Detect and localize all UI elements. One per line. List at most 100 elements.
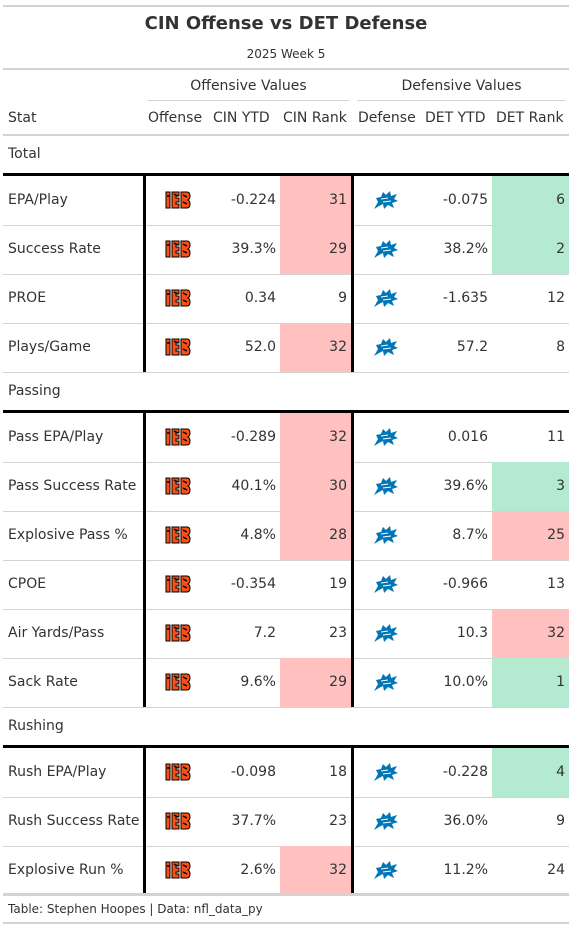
cin-rank-value: 29: [280, 225, 351, 274]
det-ytd-value: 38.2%: [443, 241, 488, 257]
stat-label: Explosive Run %: [8, 862, 124, 878]
defense-divider: [351, 413, 354, 707]
cin-rank-value: 18: [329, 764, 347, 780]
block-top-rule: [3, 745, 569, 748]
table-row: Success Rate 39.3% 29 38.2% 2: [3, 225, 569, 275]
lions-logo-icon: [354, 846, 417, 895]
det-ytd-value: 36.0%: [443, 813, 488, 829]
det-ytd-value: 39.6%: [443, 478, 488, 494]
det-rank-value: 8: [556, 339, 565, 355]
table-subtitle: 2025 Week 5: [246, 47, 326, 61]
cin-ytd-value: 39.3%: [231, 241, 276, 257]
cin-ytd-value: 2.6%: [240, 862, 276, 878]
stat-label: Explosive Pass %: [8, 527, 128, 543]
offense-divider: [143, 413, 146, 707]
column-header-stat: Stat: [8, 110, 37, 126]
cin-ytd-value: 0.34: [244, 290, 276, 306]
footer-rule: [3, 893, 569, 895]
table-row: Rush EPA/Play -0.098 18 -0.228 4: [3, 748, 569, 798]
det-ytd-value: -1.635: [442, 290, 488, 306]
lions-logo-icon: [354, 797, 417, 846]
column-header-offense: Offense: [148, 110, 203, 126]
lions-logo-icon: [354, 274, 417, 323]
stat-label: EPA/Play: [8, 192, 68, 208]
cin-ytd-value: -0.289: [230, 429, 276, 445]
table-row: Air Yards/Pass 7.2 23 10.3 32: [3, 609, 569, 659]
cin-rank-value: 9: [338, 290, 347, 306]
block-top-rule: [3, 173, 569, 176]
cin-rank-value: 31: [280, 176, 351, 225]
det-rank-value: 11: [547, 429, 565, 445]
det-rank-value: 4: [492, 748, 569, 797]
spanner-offensive-values: Offensive Values: [190, 78, 307, 94]
cin-ytd-value: -0.098: [230, 764, 276, 780]
det-rank-value: 6: [492, 176, 569, 225]
lions-logo-icon: [354, 748, 417, 797]
det-ytd-value: -0.966: [442, 576, 488, 592]
cin-rank-value: 23: [329, 625, 347, 641]
spanner-defensive-rule: [357, 100, 566, 101]
cin-ytd-value: -0.354: [230, 576, 276, 592]
det-ytd-value: -0.228: [442, 764, 488, 780]
bengals-logo-icon: [143, 274, 213, 323]
cin-ytd-value: 7.2: [253, 625, 276, 641]
spanner-defensive-values: Defensive Values: [401, 78, 522, 94]
top-rule: [3, 5, 569, 7]
offense-divider: [143, 176, 146, 372]
cin-rank-value: 32: [280, 323, 351, 372]
table-row: Rush Success Rate 37.7% 23 36.0% 9: [3, 797, 569, 847]
row-group-header: Rushing: [3, 708, 569, 748]
row-group-label: Passing: [8, 383, 61, 399]
block-top-rule: [3, 410, 569, 413]
det-rank-value: 32: [492, 609, 569, 658]
cin-ytd-value: 37.7%: [231, 813, 276, 829]
bengals-logo-icon: [143, 846, 213, 895]
cin-ytd-value: -0.224: [230, 192, 276, 208]
bengals-logo-icon: [143, 658, 213, 707]
header-rule: [3, 68, 569, 70]
det-rank-value: 3: [492, 462, 569, 511]
det-rank-value: 1: [492, 658, 569, 707]
det-rank-value: 24: [547, 862, 565, 878]
table-row: Explosive Pass % 4.8% 28 8.7% 25: [3, 511, 569, 561]
stat-label: Plays/Game: [8, 339, 91, 355]
bengals-logo-icon: [143, 176, 213, 225]
stat-label: Success Rate: [8, 241, 101, 257]
column-header-defense: Defense: [358, 110, 416, 126]
lions-logo-icon: [354, 609, 417, 658]
det-ytd-value: 0.016: [447, 429, 488, 445]
bengals-logo-icon: [143, 609, 213, 658]
det-ytd-value: -0.075: [442, 192, 488, 208]
det-rank-value: 25: [492, 511, 569, 560]
bengals-logo-icon: [143, 511, 213, 560]
det-rank-value: 13: [547, 576, 565, 592]
det-rank-value: 9: [556, 813, 565, 829]
column-header-rule: [3, 134, 569, 136]
column-header-cin-rank: CIN Rank: [283, 110, 347, 126]
table-row: Pass Success Rate 40.1% 30 39.6% 3: [3, 462, 569, 512]
stat-label: Sack Rate: [8, 674, 78, 690]
row-group-header: Total: [3, 136, 569, 176]
source-note: Table: Stephen Hoopes | Data: nfl_data_p…: [8, 902, 263, 916]
lions-logo-icon: [354, 511, 417, 560]
table-row: Explosive Run % 2.6% 32 11.2% 24: [3, 846, 569, 896]
bengals-logo-icon: [143, 323, 213, 372]
det-rank-value: 2: [492, 225, 569, 274]
table-row: Plays/Game 52.0 32 57.2 8: [3, 323, 569, 373]
stat-label: Rush Success Rate: [8, 813, 140, 829]
cin-rank-value: 23: [329, 813, 347, 829]
bengals-logo-icon: [143, 748, 213, 797]
table-row: EPA/Play -0.224 31 -0.075 6: [3, 176, 569, 226]
column-header-det-rank: DET Rank: [496, 110, 564, 126]
column-header-det-ytd: DET YTD: [425, 110, 486, 126]
lions-logo-icon: [354, 462, 417, 511]
stat-label: Air Yards/Pass: [8, 625, 105, 641]
det-ytd-value: 8.7%: [452, 527, 488, 543]
bengals-logo-icon: [143, 462, 213, 511]
lions-logo-icon: [354, 323, 417, 372]
det-ytd-value: 11.2%: [443, 862, 488, 878]
det-rank-value: 12: [547, 290, 565, 306]
row-group-label: Total: [8, 146, 41, 162]
cin-rank-value: 19: [329, 576, 347, 592]
table-row: Sack Rate 9.6% 29 10.0% 1: [3, 658, 569, 708]
